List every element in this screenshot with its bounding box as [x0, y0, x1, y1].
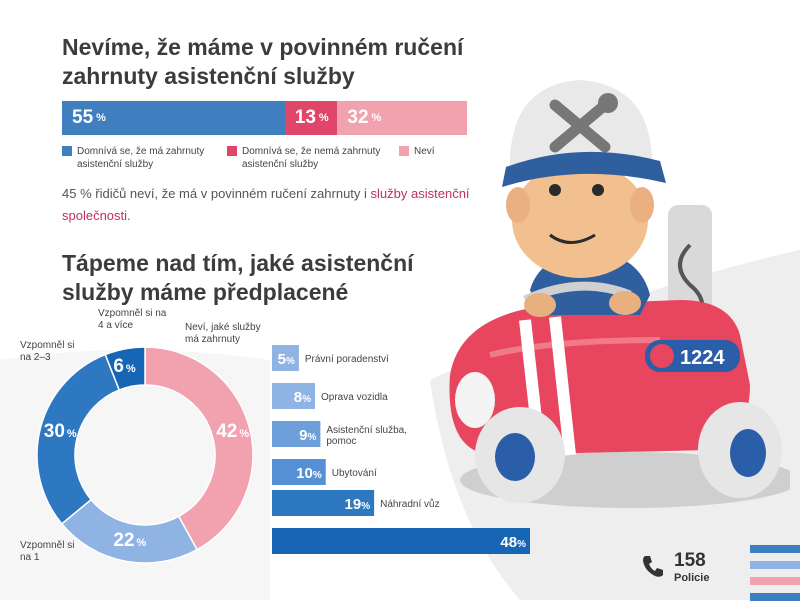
- services-bar-chart: 5% Právní poradenství 8% Oprava vozidla 9% As…: [272, 345, 530, 554]
- stripe: [750, 545, 800, 553]
- percent-sign: %: [302, 394, 311, 405]
- hbar-bar: [272, 421, 321, 447]
- hbar-value: 5: [278, 351, 286, 368]
- phone-icon: [643, 556, 663, 577]
- services-donut-chart: [36, 346, 254, 564]
- hbar-value-label: 8%: [294, 389, 311, 406]
- hbar-row: 8% Oprava vozidla: [272, 383, 388, 409]
- stripe: [750, 577, 800, 585]
- hbar-row: 48%: [272, 528, 530, 554]
- note-accent-text: služby asistenční společnosti.: [62, 186, 470, 223]
- hbar-value: 9: [299, 427, 307, 444]
- emergency-contact: 158 Policie: [640, 550, 730, 590]
- hbar-bar: [272, 383, 315, 409]
- stack-segment-1: 55%: [62, 101, 285, 135]
- hbar-row: 10% Ubytování: [272, 459, 377, 485]
- mascot-car-illustration: 1224: [449, 80, 790, 508]
- awareness-legend: Domnívá se, že má zahrnuty asistenční sl…: [62, 145, 482, 177]
- decorative-stripes: [750, 545, 800, 601]
- stack-value-label: 55: [72, 107, 94, 128]
- hbar-category-line: Asistenční služba,: [326, 425, 407, 436]
- donut-slice-dont-know: [144, 346, 254, 551]
- hbar-category-line: Právní poradenství: [305, 354, 389, 365]
- plate-number: 1224: [680, 347, 725, 369]
- donut-value-label: 30%: [44, 421, 77, 443]
- donut-category-label: Vzpomněl si na 4 a více: [98, 308, 167, 331]
- stripe: [750, 593, 800, 601]
- hbar-category-label: Ubytování: [332, 468, 377, 479]
- hbar-row: 9% Asistenční služba, pomoc: [272, 421, 407, 447]
- hbar-value: 19: [345, 496, 362, 513]
- percent-sign: %: [136, 537, 147, 550]
- hbar-bar: [272, 459, 326, 485]
- donut-value-label: 22%: [113, 530, 146, 552]
- hbar-bar: [272, 490, 375, 516]
- percent-sign: %: [96, 112, 106, 124]
- percent-sign: %: [66, 427, 77, 440]
- legend-swatch: [62, 146, 72, 156]
- hbar-value-label: 19%: [345, 496, 371, 513]
- note-text: 45 % řidičů neví, že má v povinném ručen…: [62, 186, 371, 201]
- hbar-category-line: Ubytování: [332, 468, 377, 479]
- hbar-row: 19% Náhradní vůz: [272, 490, 440, 516]
- hbar-category-label: Právní poradenství: [305, 354, 389, 365]
- percent-sign: %: [239, 427, 250, 440]
- percent-sign: %: [371, 112, 382, 124]
- hbar-category-label: Oprava vozidla: [321, 392, 388, 403]
- awareness-note: 45 % řidičů neví, že má v povinném ručen…: [62, 183, 482, 227]
- hbar-value-label: 10%: [296, 465, 322, 482]
- donut-category-label: Vzpomněl si na 1: [20, 540, 75, 563]
- percent-sign: %: [517, 539, 526, 550]
- plate-badge: 1224: [645, 340, 740, 372]
- legend-label: Neví: [414, 146, 435, 157]
- stack-value-label: 32: [347, 107, 369, 128]
- hbar-value: 10: [296, 465, 313, 482]
- percent-sign: %: [286, 356, 295, 367]
- legend-label: Domnívá se, že nemá zahrnuty asistenční …: [242, 146, 381, 170]
- stack-segment-2: 13%: [284, 101, 338, 135]
- hbar-value-label: 9%: [299, 427, 316, 444]
- percent-sign: %: [318, 112, 329, 124]
- hbar-category-line: Náhradní vůz: [380, 498, 439, 510]
- percent-sign: %: [361, 501, 370, 512]
- donut-category-label: Vzpomněl si na 2–3: [20, 340, 75, 363]
- hbar-value: 8: [294, 389, 302, 406]
- wheel-front: [475, 407, 565, 503]
- wheel-rear: [698, 402, 782, 498]
- legend-swatch: [227, 146, 237, 156]
- section2-title: Tápeme nad tím, jaké asistenční služby m…: [62, 250, 414, 305]
- hbar-category-label: Náhradní vůz: [380, 498, 439, 510]
- hbar-category-line: pomoc: [326, 436, 356, 447]
- donut-value: 6: [113, 355, 124, 377]
- legend-label: Domnívá se, že má zahrnuty asistenční sl…: [77, 146, 205, 170]
- hbar-bar: [272, 345, 299, 371]
- hbar-category-label: Asistenční služba, pomoc: [326, 425, 407, 447]
- percent-sign: %: [125, 362, 136, 375]
- emergency-label: Policie: [674, 572, 710, 584]
- donut-value: 30: [43, 420, 65, 442]
- donut-slice-remembered-2-3: [36, 353, 121, 525]
- section1-title: Nevíme, že máme v povinném ručení zahrnu…: [62, 34, 464, 89]
- awareness-stacked-bar: 55% 13% 32%: [62, 101, 467, 135]
- donut-value: 22: [113, 530, 135, 552]
- hbar-value: 48: [500, 534, 517, 551]
- donut-value-label: 42%: [216, 421, 249, 443]
- wrench-screwdriver-icon: [549, 93, 618, 153]
- donut-value: 42: [216, 420, 238, 442]
- donut-category-label: Neví, jaké služby má zahrnuty: [185, 322, 261, 345]
- hbar-value-label: 5%: [278, 351, 295, 368]
- stack-value-label: 13: [294, 107, 316, 128]
- percent-sign: %: [313, 470, 322, 481]
- stack-segment-3: 32%: [337, 101, 467, 135]
- hbar-category-line: Oprava vozidla: [321, 392, 388, 403]
- donut-value-label: 6%: [113, 356, 135, 378]
- donut-slice-remembered-4-plus: [104, 346, 146, 391]
- legend-swatch: [399, 146, 409, 156]
- emergency-number: 158: [674, 550, 706, 571]
- stripe: [750, 561, 800, 569]
- hbar-value-label: 48%: [500, 534, 526, 551]
- hbar-bar: [272, 528, 530, 554]
- hbar-row: 5% Právní poradenství: [272, 345, 389, 371]
- percent-sign: %: [307, 432, 316, 443]
